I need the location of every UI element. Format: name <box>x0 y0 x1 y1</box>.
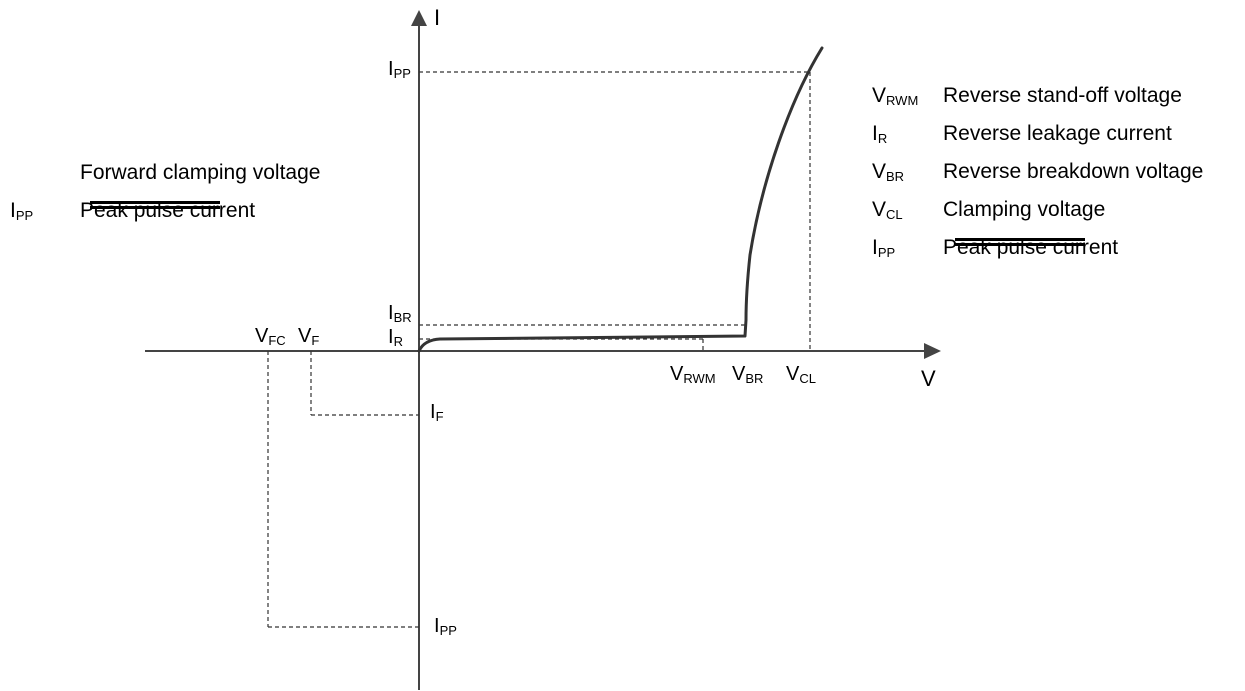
redaction-bar <box>90 201 220 204</box>
legend-left: Forward clamping voltage IPP Peak pulse … <box>10 161 320 223</box>
y-axis-label: I <box>434 5 440 30</box>
legend-text: Reverse leakage current <box>943 122 1172 145</box>
legend-text: Peak pulse current <box>80 199 255 222</box>
legend-symbol: IR <box>872 122 887 146</box>
vbr-label: VBR <box>732 363 763 386</box>
guide-lines <box>267 71 811 628</box>
legend-text: Clamping voltage <box>943 198 1105 221</box>
redaction-bar <box>90 206 220 209</box>
redaction-marks <box>90 201 1085 246</box>
legend-right: VRWM Reverse stand-off voltage IR Revers… <box>872 84 1203 260</box>
legend-symbol: IPP <box>10 199 33 223</box>
x-axis-label: V <box>921 366 936 391</box>
ir-label: IR <box>388 326 403 349</box>
ibr-label: IBR <box>388 302 412 325</box>
iv-curve <box>417 46 824 353</box>
redaction-bar <box>955 238 1085 241</box>
vcl-label: VCL <box>786 363 816 386</box>
vrwm-label: VRWM <box>670 363 716 386</box>
ipp-bottom-label: IPP <box>434 615 457 638</box>
x-axis-arrow-icon <box>924 343 941 359</box>
legend-text: Forward clamping voltage <box>80 161 320 184</box>
ipp-top-label: IPP <box>388 58 411 81</box>
legend-text: Reverse stand-off voltage <box>943 84 1182 107</box>
legend-symbol: VRWM <box>872 84 918 108</box>
vfc-label: VFC <box>255 325 286 348</box>
y-axis-arrow-icon <box>411 10 427 26</box>
vf-label: VF <box>298 325 319 348</box>
legend-symbol: IPP <box>872 236 895 260</box>
legend-symbol: VBR <box>872 160 904 184</box>
redaction-bar <box>955 243 1085 246</box>
legend-symbol: VCL <box>872 198 903 222</box>
legend-text: Reverse breakdown voltage <box>943 160 1203 183</box>
if-label: IF <box>430 401 444 424</box>
legend-text: Peak pulse current <box>943 236 1118 259</box>
